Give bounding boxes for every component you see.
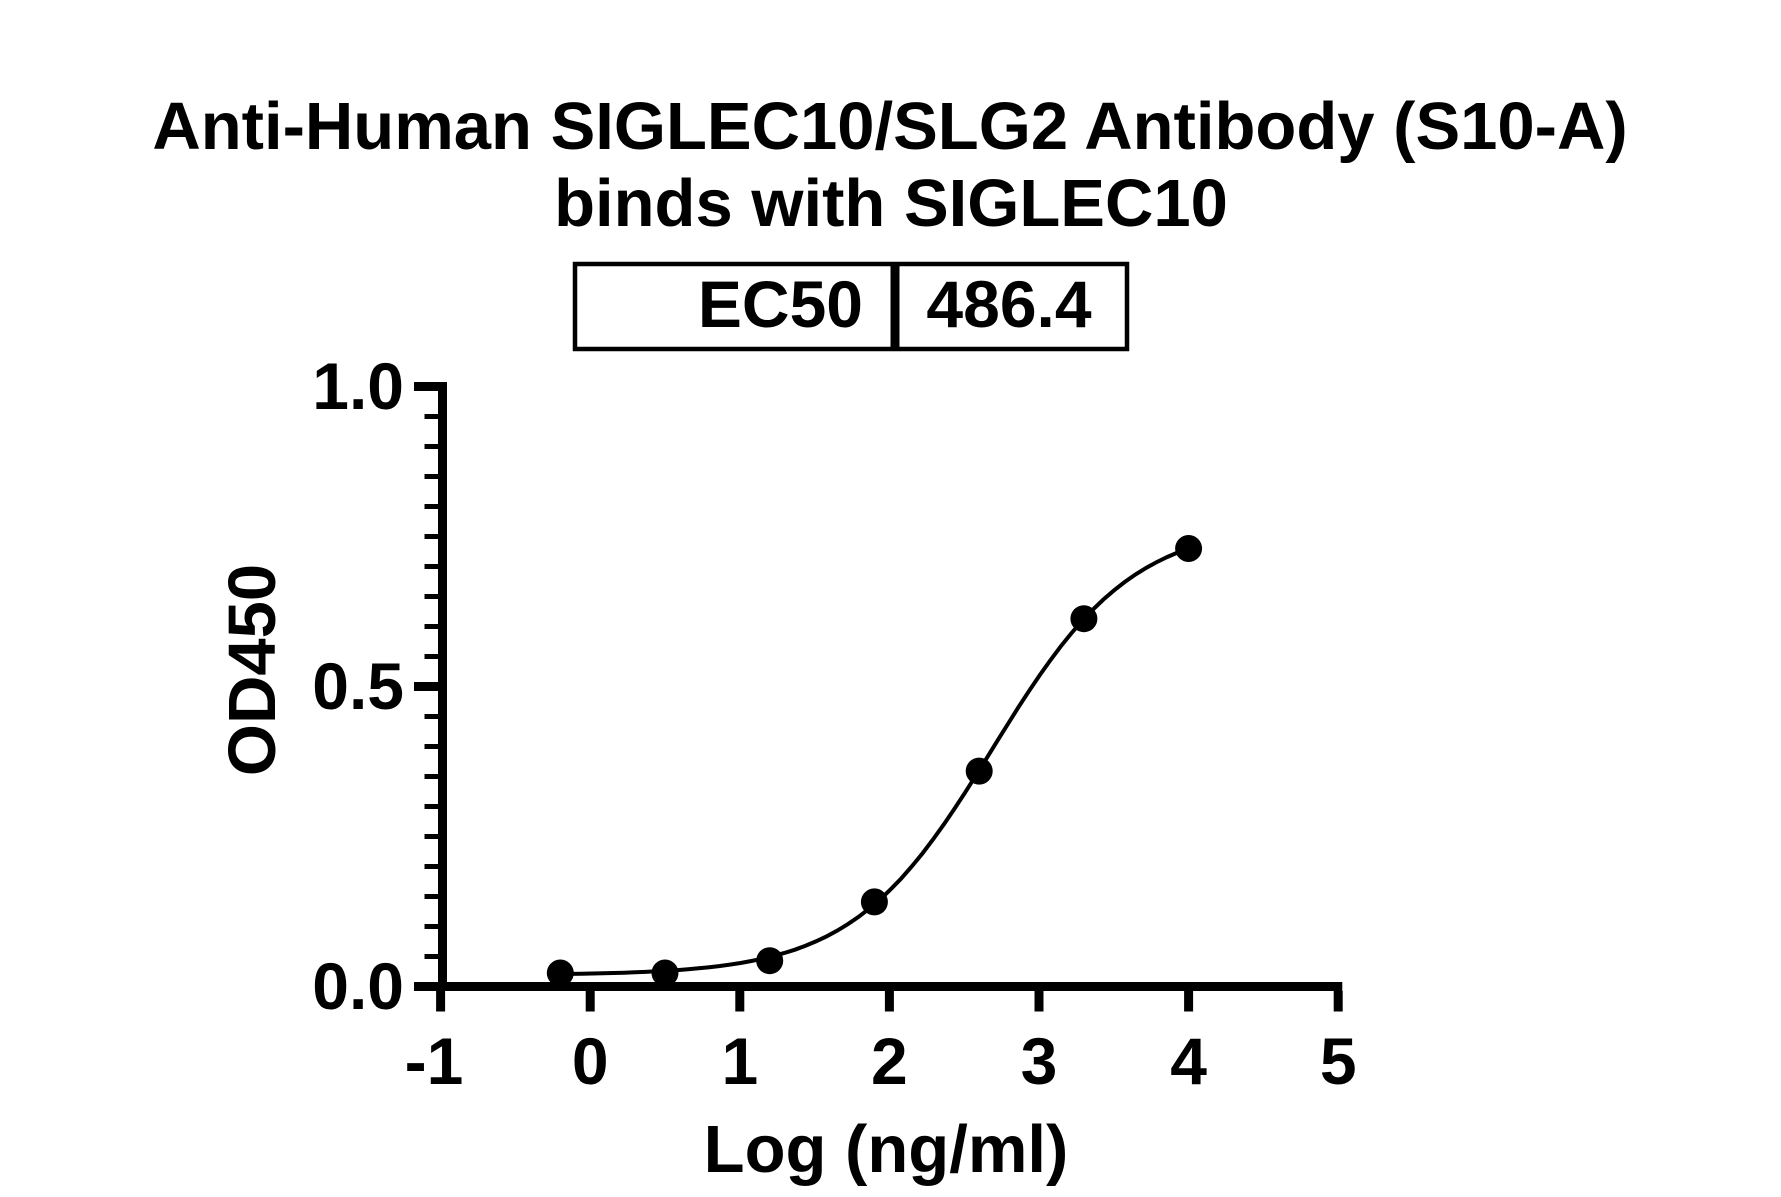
svg-text:5: 5 — [1320, 1024, 1357, 1098]
svg-text:2: 2 — [871, 1024, 908, 1098]
svg-text:4: 4 — [1170, 1024, 1207, 1098]
svg-text:1.0: 1.0 — [312, 349, 404, 423]
svg-text:0.5: 0.5 — [312, 649, 404, 723]
svg-text:0.0: 0.0 — [312, 949, 404, 1023]
svg-text:EC50: EC50 — [698, 267, 863, 341]
svg-text:Anti-Human SIGLEC10/SLG2 Antib: Anti-Human SIGLEC10/SLG2 Antibody (S10-A… — [152, 89, 1627, 164]
svg-text:0: 0 — [572, 1024, 609, 1098]
svg-text:binds with SIGLEC10: binds with SIGLEC10 — [554, 166, 1228, 241]
svg-text:1: 1 — [721, 1024, 758, 1098]
svg-text:3: 3 — [1021, 1024, 1058, 1098]
svg-text:OD450: OD450 — [215, 564, 290, 776]
svg-text:-1: -1 — [405, 1024, 464, 1098]
svg-text:486.4: 486.4 — [926, 267, 1091, 341]
svg-text:Log (ng/ml): Log (ng/ml) — [704, 1112, 1069, 1187]
